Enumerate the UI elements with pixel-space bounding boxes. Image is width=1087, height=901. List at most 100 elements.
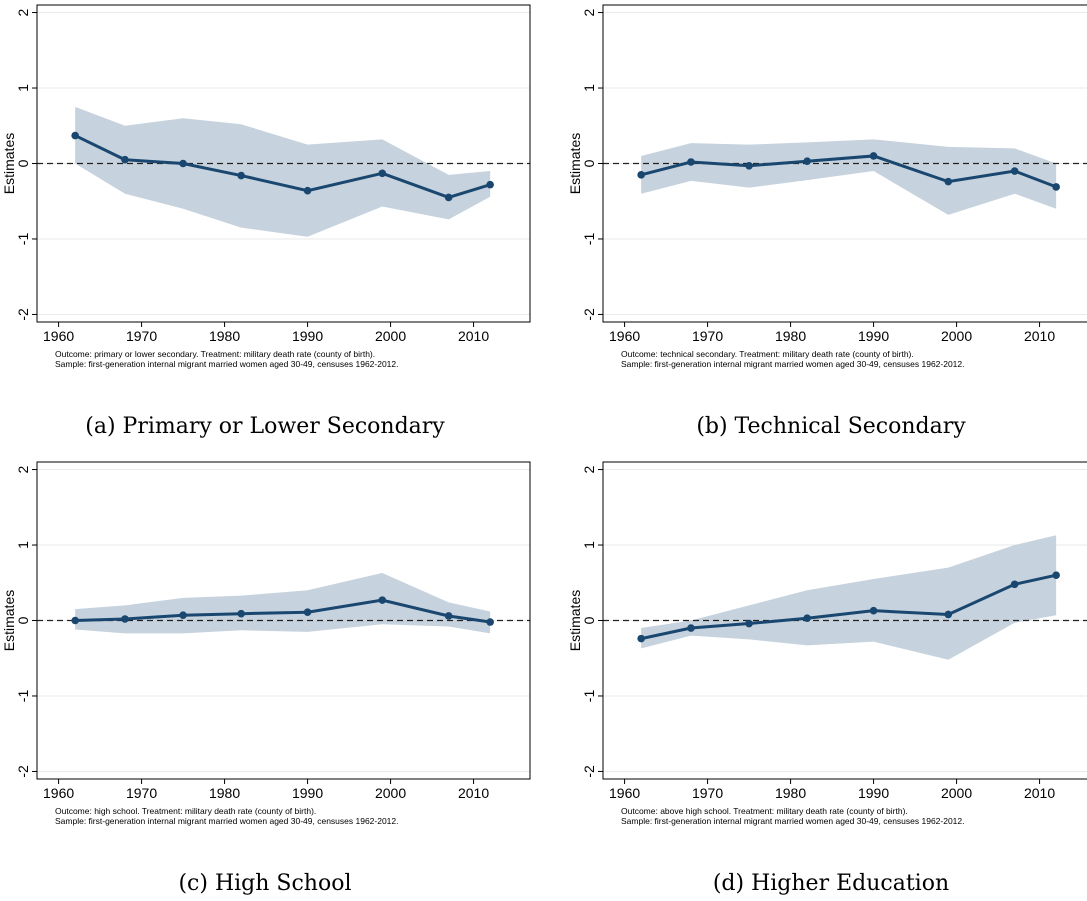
note: Sample: first-generation internal migran… bbox=[55, 816, 399, 826]
x-tick-label: 1980 bbox=[209, 328, 240, 344]
estimate-point bbox=[1010, 167, 1019, 175]
estimate-point bbox=[121, 155, 129, 164]
estimate-point bbox=[869, 606, 878, 615]
y-axis-label: Estimates bbox=[1, 590, 17, 651]
estimate-point bbox=[71, 131, 79, 140]
x-tick-label: 1990 bbox=[858, 785, 889, 801]
y-tick-label: 2 bbox=[581, 465, 597, 473]
note: Sample: first-generation internal migran… bbox=[621, 816, 965, 826]
estimate-point bbox=[121, 615, 129, 623]
estimate-point bbox=[687, 158, 695, 166]
x-tick-label: 1990 bbox=[858, 328, 889, 344]
estimate-point bbox=[237, 609, 245, 618]
x-tick-label: 1960 bbox=[609, 785, 640, 801]
estimate-point bbox=[637, 634, 645, 643]
estimate-point bbox=[687, 624, 695, 632]
estimate-point bbox=[444, 612, 453, 620]
estimate-point bbox=[803, 157, 811, 166]
note: Sample: first-generation internal migran… bbox=[55, 359, 399, 369]
panel: -2 -1 0 1 2 1960 1970 1980 1990 2000 2010 Estimates… bbox=[1, 461, 531, 896]
estimate-point bbox=[745, 161, 753, 170]
y-tick-label: 0 bbox=[581, 616, 597, 624]
estimate-line bbox=[640, 573, 1057, 641]
y-axis-label: Estimates bbox=[567, 133, 583, 194]
estimate-point bbox=[303, 608, 312, 616]
caption: (c) High School bbox=[178, 871, 351, 896]
x-tick-label: 1990 bbox=[292, 328, 323, 344]
confidence-band bbox=[75, 572, 491, 634]
x-tick-label: 2010 bbox=[458, 785, 489, 801]
estimate-point bbox=[637, 171, 645, 179]
y-tick-label: 1 bbox=[15, 541, 31, 549]
panel: -2 -1 0 1 2 1960 1970 1980 1990 2000 2010 Estimates… bbox=[567, 4, 1087, 439]
x-tick-label: 1980 bbox=[209, 785, 240, 801]
y-tick-label: -2 bbox=[15, 765, 31, 778]
plot-frame bbox=[602, 4, 1087, 323]
caption: (d) Higher Education bbox=[713, 871, 949, 896]
estimate-point bbox=[237, 171, 245, 180]
estimate-line bbox=[75, 598, 491, 624]
y-tick-label: 2 bbox=[15, 8, 31, 16]
estimate-line bbox=[640, 154, 1057, 189]
note: Outcome: above high school. Treatment: m… bbox=[621, 806, 908, 816]
note: Outcome: high school. Treatment: militar… bbox=[55, 806, 316, 816]
estimate-point bbox=[869, 152, 878, 160]
y-tick-label: 2 bbox=[581, 8, 597, 16]
x-tick-label: 2010 bbox=[1024, 328, 1055, 344]
y-axis-label: Estimates bbox=[1, 133, 17, 194]
x-tick-label: 1960 bbox=[43, 785, 74, 801]
y-axis-label: Estimates bbox=[567, 590, 583, 651]
estimate-point bbox=[486, 180, 494, 189]
x-tick-label: 1980 bbox=[775, 785, 806, 801]
estimate-point bbox=[745, 619, 753, 628]
y-tick-label: -1 bbox=[581, 690, 597, 703]
y-tick-label: 2 bbox=[15, 465, 31, 473]
confidence-band bbox=[75, 106, 491, 237]
x-tick-label: 2000 bbox=[941, 328, 972, 344]
y-tick-label: -2 bbox=[581, 765, 597, 778]
estimate-point bbox=[803, 614, 811, 623]
estimate-point bbox=[378, 596, 387, 604]
y-tick-label: 0 bbox=[15, 616, 31, 624]
confidence-band bbox=[641, 535, 1057, 660]
y-tick-label: 1 bbox=[581, 84, 597, 92]
panel: -2 -1 0 1 2 1960 1970 1980 1990 2000 2010 Estimates… bbox=[567, 461, 1087, 896]
x-tick-label: 2010 bbox=[458, 328, 489, 344]
estimate-point bbox=[944, 177, 953, 186]
y-tick-label: -1 bbox=[15, 233, 31, 246]
y-tick-label: 1 bbox=[581, 541, 597, 549]
x-tick-label: 2000 bbox=[941, 785, 972, 801]
x-tick-label: 1990 bbox=[292, 785, 323, 801]
estimate-point bbox=[378, 169, 387, 178]
plot-frame bbox=[602, 461, 1087, 780]
y-tick-label: 0 bbox=[15, 159, 31, 167]
plot-frame bbox=[36, 461, 531, 780]
plot-frame bbox=[36, 4, 531, 323]
y-tick-label: -1 bbox=[15, 690, 31, 703]
estimate-point bbox=[1010, 580, 1019, 589]
estimate-point bbox=[944, 610, 953, 619]
estimate-point bbox=[1052, 571, 1060, 580]
panel: -2 -1 0 1 2 1960 1970 1980 1990 2000 2010 Estimates… bbox=[1, 4, 531, 439]
caption: (a) Primary or Lower Secondary bbox=[85, 414, 445, 439]
y-tick-label: -2 bbox=[15, 308, 31, 321]
x-tick-label: 1980 bbox=[775, 328, 806, 344]
x-tick-label: 1970 bbox=[126, 785, 157, 801]
estimate-point bbox=[486, 618, 494, 626]
x-tick-label: 1960 bbox=[43, 328, 74, 344]
estimate-point bbox=[444, 193, 453, 202]
note: Outcome: primary or lower secondary. Tre… bbox=[55, 349, 375, 359]
x-tick-label: 2010 bbox=[1024, 785, 1055, 801]
x-tick-label: 1970 bbox=[692, 328, 723, 344]
y-tick-label: -1 bbox=[581, 233, 597, 246]
note: Outcome: technical secondary. Treatment:… bbox=[621, 349, 914, 359]
x-tick-label: 2000 bbox=[375, 785, 406, 801]
y-tick-label: -2 bbox=[581, 308, 597, 321]
y-tick-label: 0 bbox=[581, 159, 597, 167]
x-tick-label: 1960 bbox=[609, 328, 640, 344]
note: Sample: first-generation internal migran… bbox=[621, 359, 965, 369]
y-tick-label: 1 bbox=[15, 84, 31, 92]
estimate-point bbox=[71, 616, 79, 625]
